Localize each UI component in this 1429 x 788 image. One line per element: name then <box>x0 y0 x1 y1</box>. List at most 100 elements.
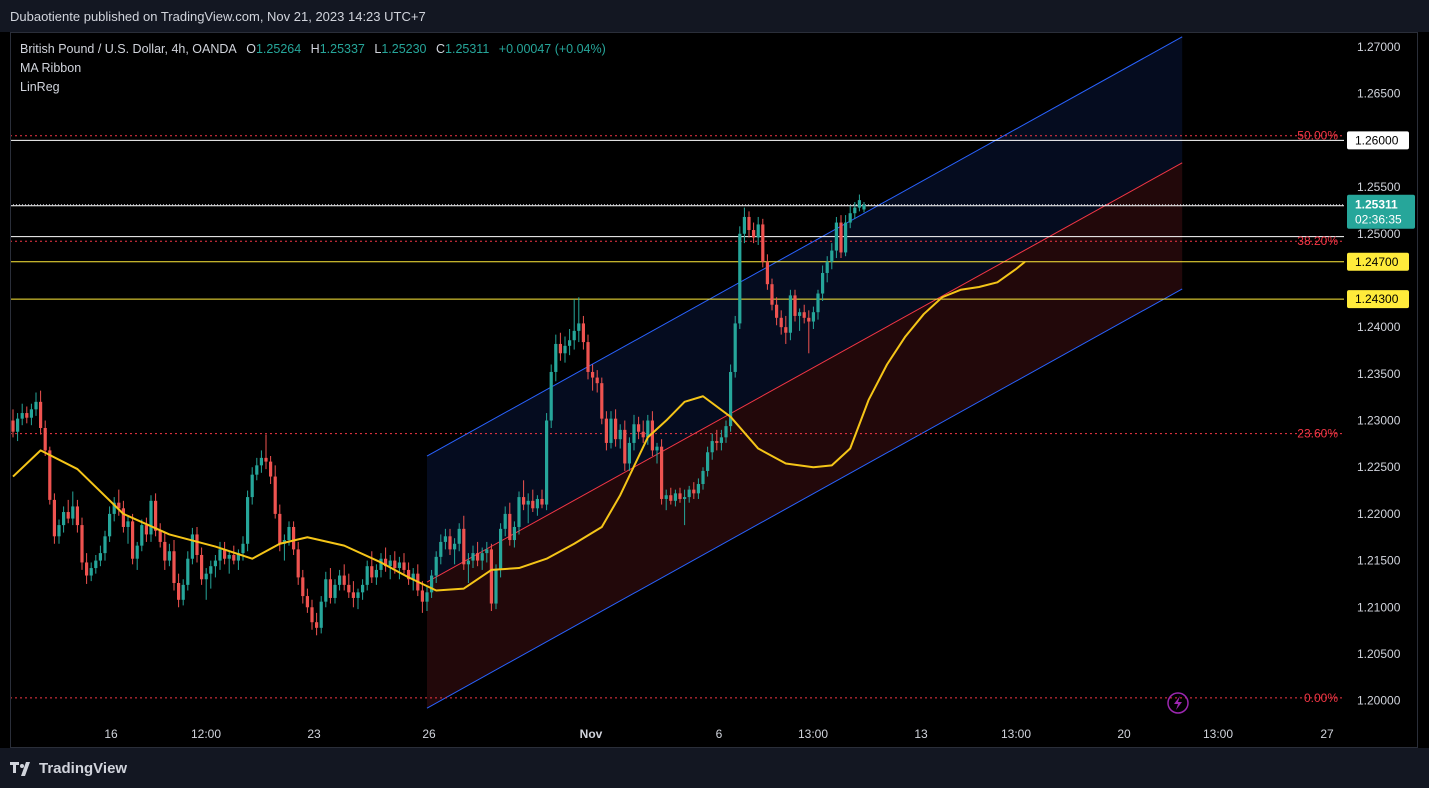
candle <box>158 523 162 548</box>
candle <box>420 581 424 613</box>
x-axis-tick-label: 23 <box>307 727 321 741</box>
y-axis-tick-label: 1.22000 <box>1357 507 1401 521</box>
candle-body <box>52 499 56 537</box>
price-label-box <box>1347 290 1409 309</box>
candle <box>434 551 438 583</box>
candle <box>80 517 84 570</box>
candle-body <box>646 420 650 438</box>
candle-body <box>186 558 190 585</box>
candle-body <box>75 506 79 526</box>
candle-body <box>696 484 700 494</box>
candle-body <box>825 261 829 273</box>
candle-body <box>85 562 89 576</box>
y-axis-tick-label: 1.20000 <box>1357 694 1401 708</box>
candle <box>457 523 461 552</box>
candle-body <box>430 575 434 593</box>
price-label-box <box>1347 131 1409 150</box>
candle <box>108 506 112 542</box>
candle-body <box>765 261 769 285</box>
ma-ribbon-line <box>12 261 1026 592</box>
candle <box>466 553 470 583</box>
candle-body <box>16 418 20 432</box>
candle <box>250 467 254 505</box>
candle <box>255 457 259 481</box>
candle <box>282 534 286 561</box>
candle-body <box>535 498 539 509</box>
candle <box>779 310 783 335</box>
candle <box>292 521 296 555</box>
candle <box>149 495 153 542</box>
candle <box>834 216 838 259</box>
candle <box>687 485 691 503</box>
candle <box>761 218 765 268</box>
candle-body <box>568 340 572 346</box>
candle <box>462 515 466 570</box>
candle-body <box>443 536 447 542</box>
candle-body <box>618 429 622 440</box>
candle <box>673 489 677 507</box>
candle <box>204 568 208 600</box>
candle-body <box>558 343 562 354</box>
candle-body <box>20 413 24 419</box>
candle-body <box>512 526 516 541</box>
candle <box>135 541 139 570</box>
lightning-icon <box>1167 692 1189 714</box>
candle <box>696 478 700 499</box>
candle-body <box>457 528 461 544</box>
lightning-icon-bolt <box>1174 696 1182 710</box>
candle <box>604 411 608 451</box>
candle <box>508 502 512 546</box>
candle-body <box>489 549 493 604</box>
candle <box>554 334 558 382</box>
candle <box>503 506 507 537</box>
candle <box>623 420 627 471</box>
open-value: 1.25264 <box>255 42 302 56</box>
candle-body <box>204 573 208 580</box>
tradingview-logo[interactable]: TradingView <box>10 760 127 777</box>
candle-body <box>784 327 788 333</box>
close-value: 1.25311 <box>445 42 490 56</box>
candle <box>177 573 181 608</box>
candle-body <box>195 534 199 555</box>
indicator-linreg[interactable]: LinReg <box>20 80 60 94</box>
candle <box>310 599 314 630</box>
candle <box>798 308 802 331</box>
symbol-name[interactable]: British Pound / U.S. Dollar, 4h, OANDA <box>20 42 237 56</box>
candle-body <box>848 213 852 223</box>
candle <box>724 420 728 443</box>
candle-body <box>420 590 424 602</box>
candle <box>825 256 829 283</box>
candle-body <box>374 569 378 578</box>
candle <box>39 390 43 435</box>
candle <box>333 579 337 604</box>
candle-body <box>844 222 848 253</box>
candle <box>765 254 769 290</box>
candle <box>600 377 604 425</box>
candle <box>540 489 544 509</box>
candle <box>319 596 323 634</box>
y-axis-tick-label: 1.21000 <box>1357 600 1401 614</box>
candle <box>752 222 756 244</box>
candle <box>209 560 213 589</box>
candle-body <box>98 553 102 561</box>
candle-body <box>66 512 70 519</box>
candle <box>577 297 581 343</box>
candle-body <box>853 207 857 214</box>
candle <box>305 588 309 613</box>
candle <box>172 540 176 591</box>
candle <box>356 588 360 610</box>
candle-body <box>669 495 673 501</box>
candle-body <box>117 502 121 509</box>
candle-body <box>770 284 774 305</box>
candle-body <box>715 441 719 443</box>
candle <box>770 278 774 311</box>
candle <box>715 429 719 451</box>
chart-frame[interactable] <box>10 32 1418 748</box>
candle-body <box>508 513 512 541</box>
candle <box>213 554 217 578</box>
y-axis-tick-label: 1.24000 <box>1357 320 1401 334</box>
indicator-ma-ribbon[interactable]: MA Ribbon <box>20 61 82 75</box>
candle <box>844 215 848 257</box>
candle-body <box>223 549 227 559</box>
